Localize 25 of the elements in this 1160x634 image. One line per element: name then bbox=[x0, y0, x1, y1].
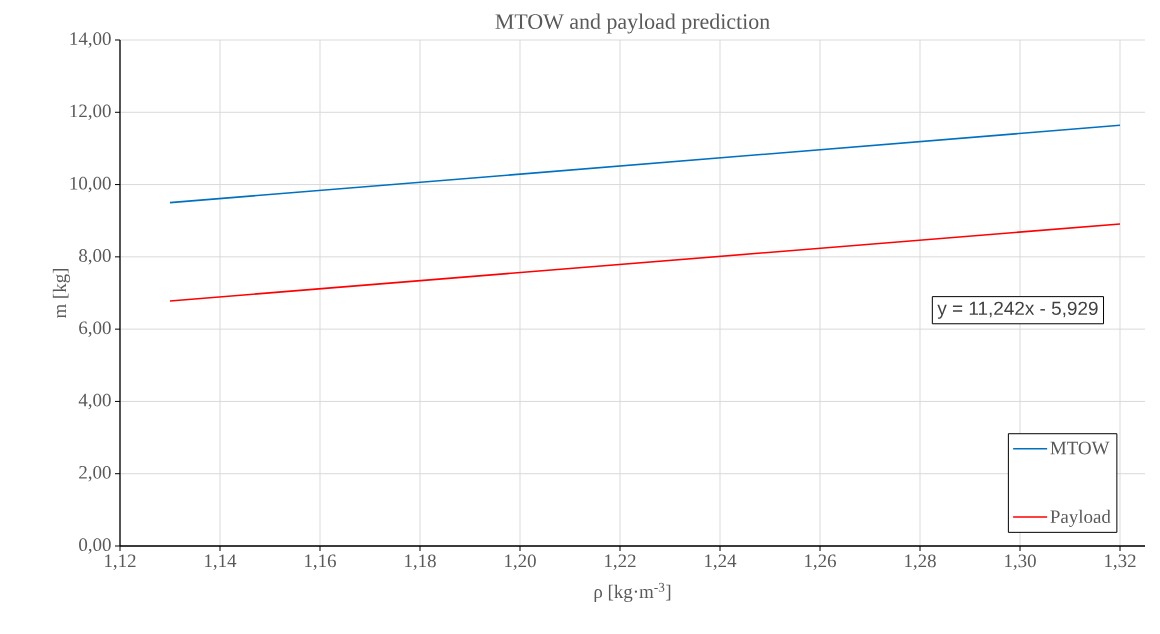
y-tick-label: 4,00 bbox=[78, 393, 111, 410]
x-tick-label: 1,30 bbox=[1005, 554, 1036, 571]
y-tick-label: 12,00 bbox=[70, 104, 111, 121]
x-axis-title: ρ [kg·m$^{-3}$] bbox=[594, 582, 671, 602]
y-tick-label: 0,00 bbox=[79, 538, 111, 554]
x-tick-label: 1,28 bbox=[905, 554, 936, 571]
x-tick-label: 1,14 bbox=[205, 554, 237, 570]
legend-label: MTOW bbox=[1050, 441, 1110, 455]
x-tick-label: 1,16 bbox=[305, 554, 336, 570]
x-tick-label: 1,32 bbox=[1105, 554, 1136, 570]
annotation: y = 11,242x - 5,929 bbox=[937, 301, 1098, 319]
x-tick-label: 1,20 bbox=[505, 554, 536, 571]
chart-title: MTOW and payload prediction bbox=[495, 13, 770, 34]
y-tick-label: 14,00 bbox=[70, 32, 111, 48]
x-tick-label: 1,26 bbox=[805, 554, 837, 570]
y-tick-label: 6,00 bbox=[79, 321, 111, 337]
y-tick-label: 8,00 bbox=[79, 249, 111, 265]
x-tick-label: 1,24 bbox=[705, 554, 737, 570]
y-tick-label: 10,00 bbox=[70, 176, 111, 193]
x-tick-label: 1,18 bbox=[405, 554, 436, 571]
x-tick-label: 1,12 bbox=[105, 554, 136, 570]
y-axis-title: m [kg] bbox=[52, 268, 71, 319]
x-tick-label: 1,22 bbox=[605, 554, 636, 570]
legend-label: Payload bbox=[1050, 509, 1111, 527]
y-tick-label: 2,00 bbox=[79, 465, 111, 482]
